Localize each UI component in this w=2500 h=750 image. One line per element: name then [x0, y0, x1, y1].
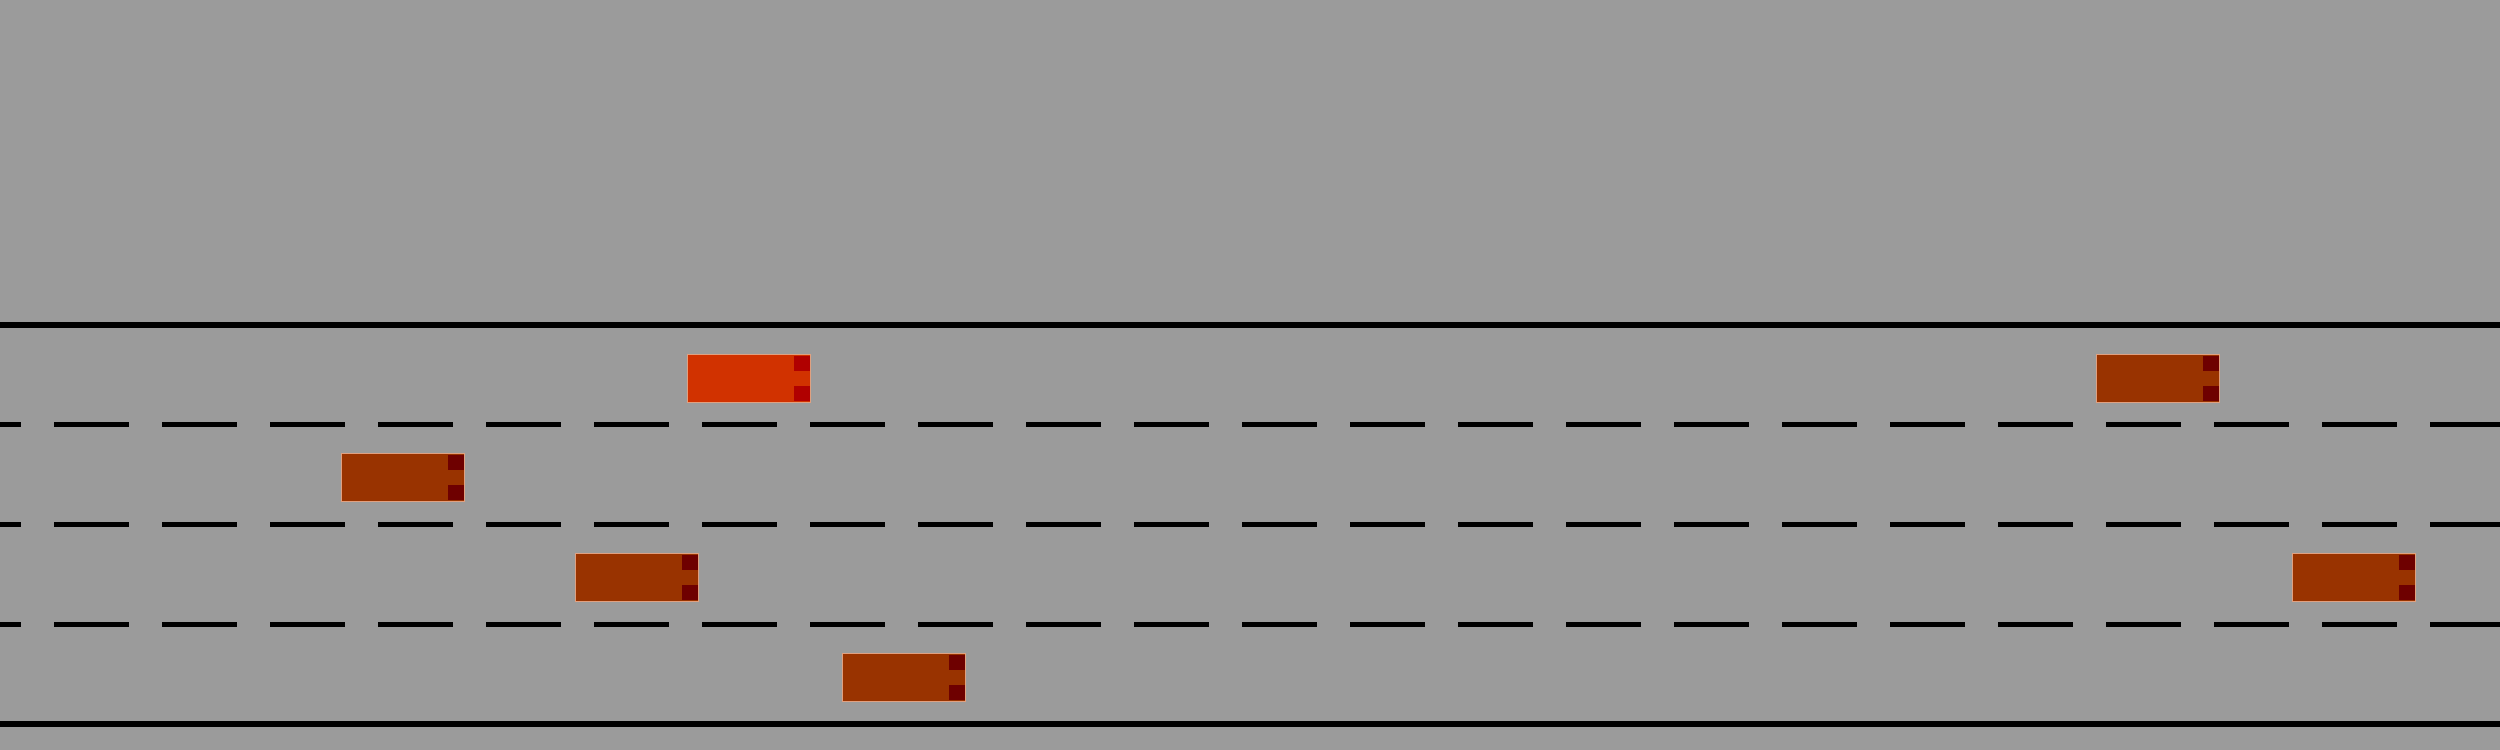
taillight-icon	[682, 555, 698, 570]
taillight-icon	[949, 685, 965, 700]
traffic-car-3	[575, 553, 699, 602]
traffic-car-5	[842, 653, 966, 702]
taillight-icon	[682, 585, 698, 600]
taillight-icon	[794, 356, 810, 371]
taillight-icon	[2203, 386, 2219, 401]
lane-1	[0, 328, 2500, 423]
taillight-icon	[2399, 555, 2415, 570]
traffic-car-2	[341, 453, 465, 502]
lane-divider-3	[0, 622, 2500, 627]
traffic-car-1	[2096, 354, 2220, 403]
lane-2	[0, 427, 2500, 522]
taillight-icon	[2399, 585, 2415, 600]
taillight-icon	[448, 455, 464, 470]
taillight-icon	[448, 485, 464, 500]
road-edge-top	[0, 322, 2500, 328]
player-car[interactable]	[687, 354, 811, 403]
traffic-car-4	[2292, 553, 2416, 602]
highway	[0, 322, 2500, 727]
lane-4	[0, 627, 2500, 722]
lane-3	[0, 527, 2500, 622]
lane-divider-1	[0, 422, 2500, 427]
taillight-icon	[949, 655, 965, 670]
taillight-icon	[794, 386, 810, 401]
taillight-icon	[2203, 356, 2219, 371]
lane-divider-2	[0, 522, 2500, 527]
road-edge-bottom	[0, 721, 2500, 727]
